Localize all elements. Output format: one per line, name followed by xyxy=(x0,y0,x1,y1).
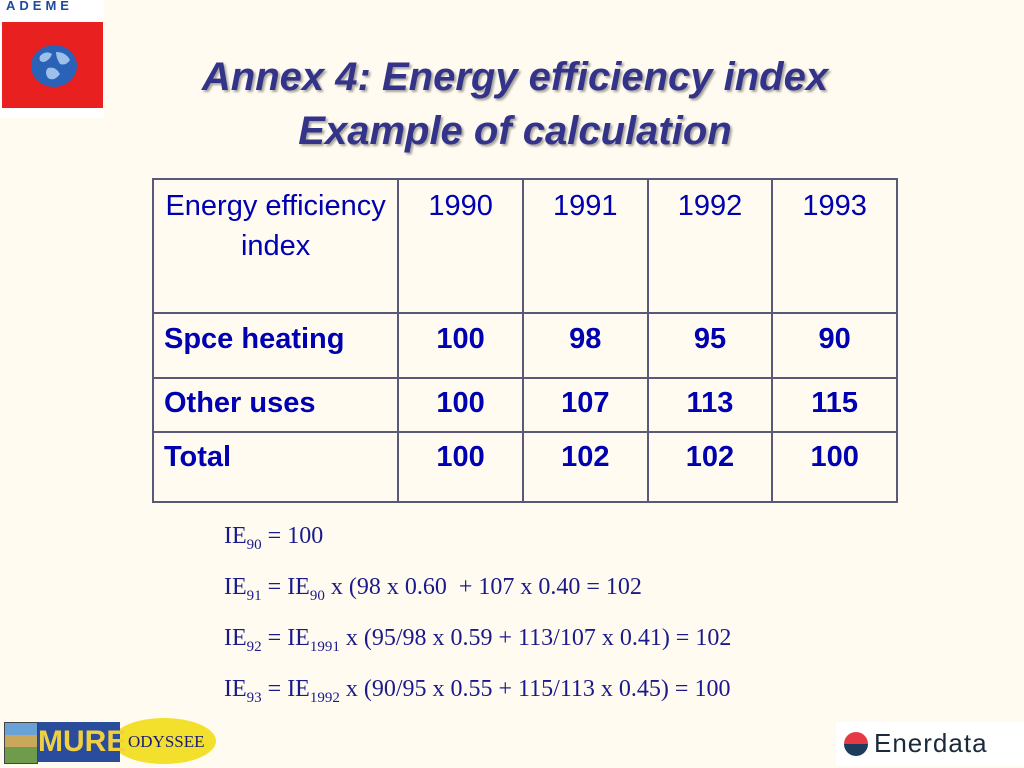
ademe-logo-text: ADEME xyxy=(6,0,73,13)
enerdata-logo: Enerdata xyxy=(836,722,1024,766)
row-label: Total xyxy=(151,431,400,503)
ademe-logo-background xyxy=(2,22,103,108)
formula-line: IE93 = IE1992 x (90/95 x 0.55 + 115/113 … xyxy=(224,676,731,706)
table-cell: 107 xyxy=(521,377,649,433)
globe-icon xyxy=(31,45,77,87)
table-row: Spce heating 100 98 95 90 xyxy=(151,312,898,379)
table-cell: 113 xyxy=(646,377,774,433)
formula-line: IE92 = IE1991 x (95/98 x 0.59 + 113/107 … xyxy=(224,625,732,655)
table-cell: 98 xyxy=(521,312,649,379)
table-cell: 100 xyxy=(771,431,898,503)
header-cell-year: 1991 xyxy=(521,178,649,314)
mure-odyssee-logo: MURE ODYSSEE xyxy=(2,718,218,766)
efficiency-index-table: Energy efficiency index 1990 1991 1992 1… xyxy=(151,178,898,503)
row-label: Other uses xyxy=(151,377,400,433)
odyssee-logo-text: ODYSSEE xyxy=(128,732,205,751)
table-cell: 95 xyxy=(646,312,774,379)
header-cell-year: 1993 xyxy=(771,178,898,314)
enerdata-dot-icon xyxy=(844,732,868,756)
mure-logo-text: MURE xyxy=(38,722,126,762)
odyssee-ellipse xyxy=(112,718,216,764)
table-cell: 115 xyxy=(771,377,898,433)
table-cell: 100 xyxy=(397,377,524,433)
table-row: Other uses 100 107 113 115 xyxy=(151,377,898,433)
table-row: Total 100 102 102 100 xyxy=(151,431,898,503)
enerdata-logo-text: Enerdata xyxy=(874,728,988,758)
formula-line: IE90 = 100 xyxy=(224,523,324,553)
page-title: Annex 4: Energy efficiency index Example… xyxy=(130,50,900,158)
formula-line: IE91 = IE90 x (98 x 0.60 + 107 x 0.40 = … xyxy=(224,574,642,604)
header-cell-year: 1990 xyxy=(397,178,524,314)
row-label: Spce heating xyxy=(151,312,400,379)
header-cell-index: Energy efficiency index xyxy=(151,178,400,314)
table-cell: 90 xyxy=(771,312,898,379)
formula-list: IE90 = 100 IE91 = IE90 x (98 x 0.60 + 10… xyxy=(224,518,731,722)
table-cell: 100 xyxy=(397,431,524,503)
header-cell-year: 1992 xyxy=(646,178,774,314)
table-cell: 102 xyxy=(521,431,649,503)
table-cell: 102 xyxy=(646,431,774,503)
title-line-1: Annex 4: Energy efficiency index xyxy=(201,55,829,99)
title-line-2: Example of calculation xyxy=(298,109,732,153)
mure-pictures-icon xyxy=(4,722,38,764)
table-cell: 100 xyxy=(397,312,524,379)
table-header-row: Energy efficiency index 1990 1991 1992 1… xyxy=(151,178,898,314)
ademe-logo: ADEME xyxy=(0,0,104,118)
